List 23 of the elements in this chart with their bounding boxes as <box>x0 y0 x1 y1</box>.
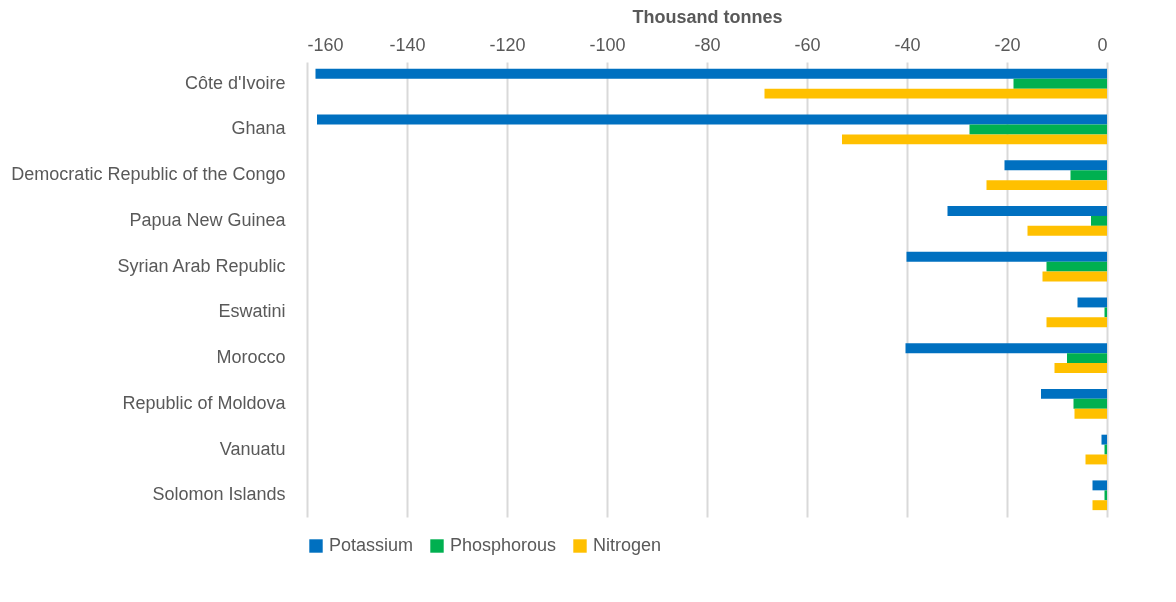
y-tick-label: Solomon Islands <box>152 484 286 505</box>
x-tick-label: -80 <box>694 34 721 55</box>
x-tick-label: -140 <box>389 34 426 55</box>
y-tick-label: Democratic Republic of the Congo <box>11 164 286 185</box>
x-tick-label: -100 <box>589 34 626 55</box>
y-tick-label: Eswatini <box>218 301 286 322</box>
y-tick-label: Republic of Moldova <box>122 392 287 413</box>
x-tick-label: -60 <box>794 34 821 55</box>
x-tick-label: -20 <box>994 34 1021 55</box>
y-tick-label: Morocco <box>216 347 286 368</box>
x-tick-label: -120 <box>489 34 526 55</box>
y-tick-label: Ghana <box>231 118 287 139</box>
x-tick-label: -40 <box>894 34 921 55</box>
y-tick-label: Syrian Arab Republic <box>117 255 286 276</box>
legend-label: Phosphorous <box>450 535 557 555</box>
y-tick-label: Côte d'Ivoire <box>185 72 286 93</box>
x-tick-label: 0 <box>1097 34 1108 55</box>
y-tick-label: Papua New Guinea <box>129 209 287 230</box>
legend-label: Potassium <box>329 535 414 555</box>
x-tick-label: -160 <box>307 34 344 55</box>
y-tick-label: Vanuatu <box>219 438 286 459</box>
legend-label: Nitrogen <box>593 535 662 555</box>
x-axis-title: Thousand tonnes <box>632 6 783 27</box>
